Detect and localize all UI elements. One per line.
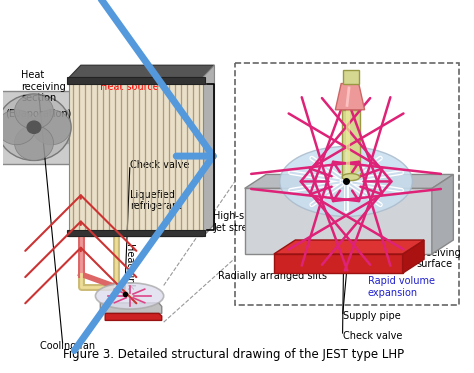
Text: Supply pipe: Supply pipe	[343, 311, 401, 322]
Polygon shape	[245, 175, 453, 188]
Polygon shape	[342, 110, 360, 177]
Text: Liquefied
refrigerant: Liquefied refrigerant	[130, 190, 182, 211]
Text: (Evaporation): (Evaporation)	[5, 109, 72, 119]
Polygon shape	[69, 65, 214, 78]
Text: Heat
receiving
section: Heat receiving section	[21, 70, 66, 103]
Polygon shape	[203, 65, 214, 236]
Polygon shape	[69, 224, 214, 236]
Circle shape	[15, 94, 54, 129]
Polygon shape	[274, 254, 402, 273]
Polygon shape	[343, 70, 359, 84]
Text: High-speed
Jet stream: High-speed Jet stream	[213, 211, 269, 233]
Polygon shape	[277, 188, 445, 241]
Polygon shape	[274, 240, 424, 254]
Polygon shape	[67, 78, 205, 84]
Text: Heat sink: Heat sink	[125, 243, 135, 289]
Polygon shape	[432, 175, 453, 254]
Circle shape	[0, 94, 71, 160]
Text: Rapid volume
expansion: Rapid volume expansion	[368, 276, 435, 298]
FancyBboxPatch shape	[235, 63, 459, 305]
Ellipse shape	[95, 283, 164, 309]
Polygon shape	[402, 240, 424, 273]
Text: Figure 3. Detailed structural drawing of the JEST type LHP: Figure 3. Detailed structural drawing of…	[64, 348, 404, 361]
Ellipse shape	[342, 173, 360, 181]
Text: Check valve: Check valve	[130, 160, 189, 170]
Polygon shape	[69, 78, 203, 236]
Circle shape	[27, 121, 41, 134]
Text: Heat source: Heat source	[100, 82, 159, 92]
Polygon shape	[245, 188, 432, 254]
Polygon shape	[277, 188, 427, 199]
Polygon shape	[100, 303, 162, 313]
Text: Cooling fan: Cooling fan	[40, 341, 95, 351]
Polygon shape	[81, 65, 214, 224]
Text: Radially arranged slits: Radially arranged slits	[218, 271, 327, 280]
Polygon shape	[105, 313, 162, 320]
Ellipse shape	[280, 147, 412, 216]
Text: Check valve: Check valve	[343, 331, 402, 341]
Polygon shape	[0, 91, 75, 164]
Circle shape	[15, 125, 54, 160]
Circle shape	[0, 110, 36, 145]
Text: Heat
receiving
surface: Heat receiving surface	[417, 236, 461, 269]
Polygon shape	[67, 229, 205, 236]
Polygon shape	[335, 84, 365, 110]
Circle shape	[32, 110, 71, 145]
